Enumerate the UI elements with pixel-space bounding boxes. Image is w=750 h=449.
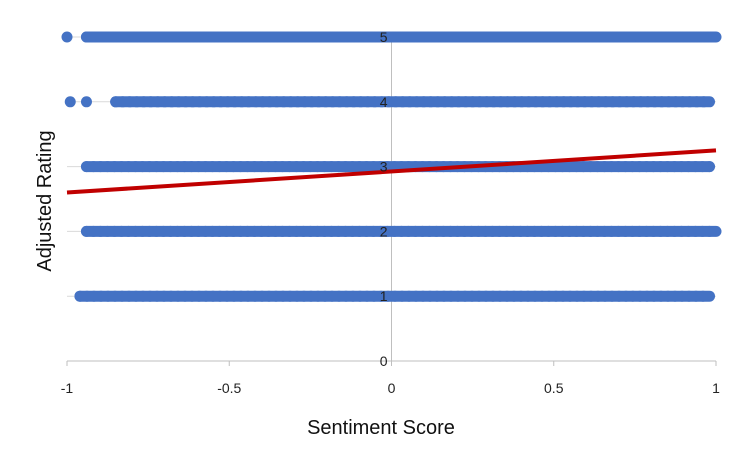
x-tick-label: -1: [61, 380, 74, 396]
tick-labels: 0 1 2 3 4 5 -1 -0.5 0 0.5 1: [61, 29, 720, 396]
x-tick-label: 1: [712, 380, 720, 396]
trendline: [66, 148, 717, 195]
point: [703, 31, 715, 43]
x-axis-title: Sentiment Score: [307, 417, 455, 439]
x-tick-label: -0.5: [217, 380, 241, 396]
y-tick-label: 5: [380, 29, 388, 45]
point: [703, 225, 715, 237]
y-tick-label: 0: [380, 353, 388, 369]
point-outlier: [64, 96, 76, 108]
point: [698, 96, 710, 108]
x-tick-label: 0.5: [544, 380, 564, 396]
y-tick-label: 4: [380, 94, 388, 110]
point: [703, 161, 715, 173]
y-tick-label: 2: [380, 223, 388, 239]
axes: [66, 37, 717, 366]
y-axis-title: Adjusted Rating: [34, 130, 56, 271]
point-outlier: [61, 31, 73, 43]
x-tick-label: 0: [388, 380, 396, 396]
y-tick-label: 1: [380, 288, 388, 304]
y-tick-label: 3: [380, 159, 388, 175]
data-points: [61, 31, 722, 302]
point-outlier: [80, 96, 92, 108]
point: [697, 290, 709, 302]
trendline-group: [66, 148, 717, 195]
